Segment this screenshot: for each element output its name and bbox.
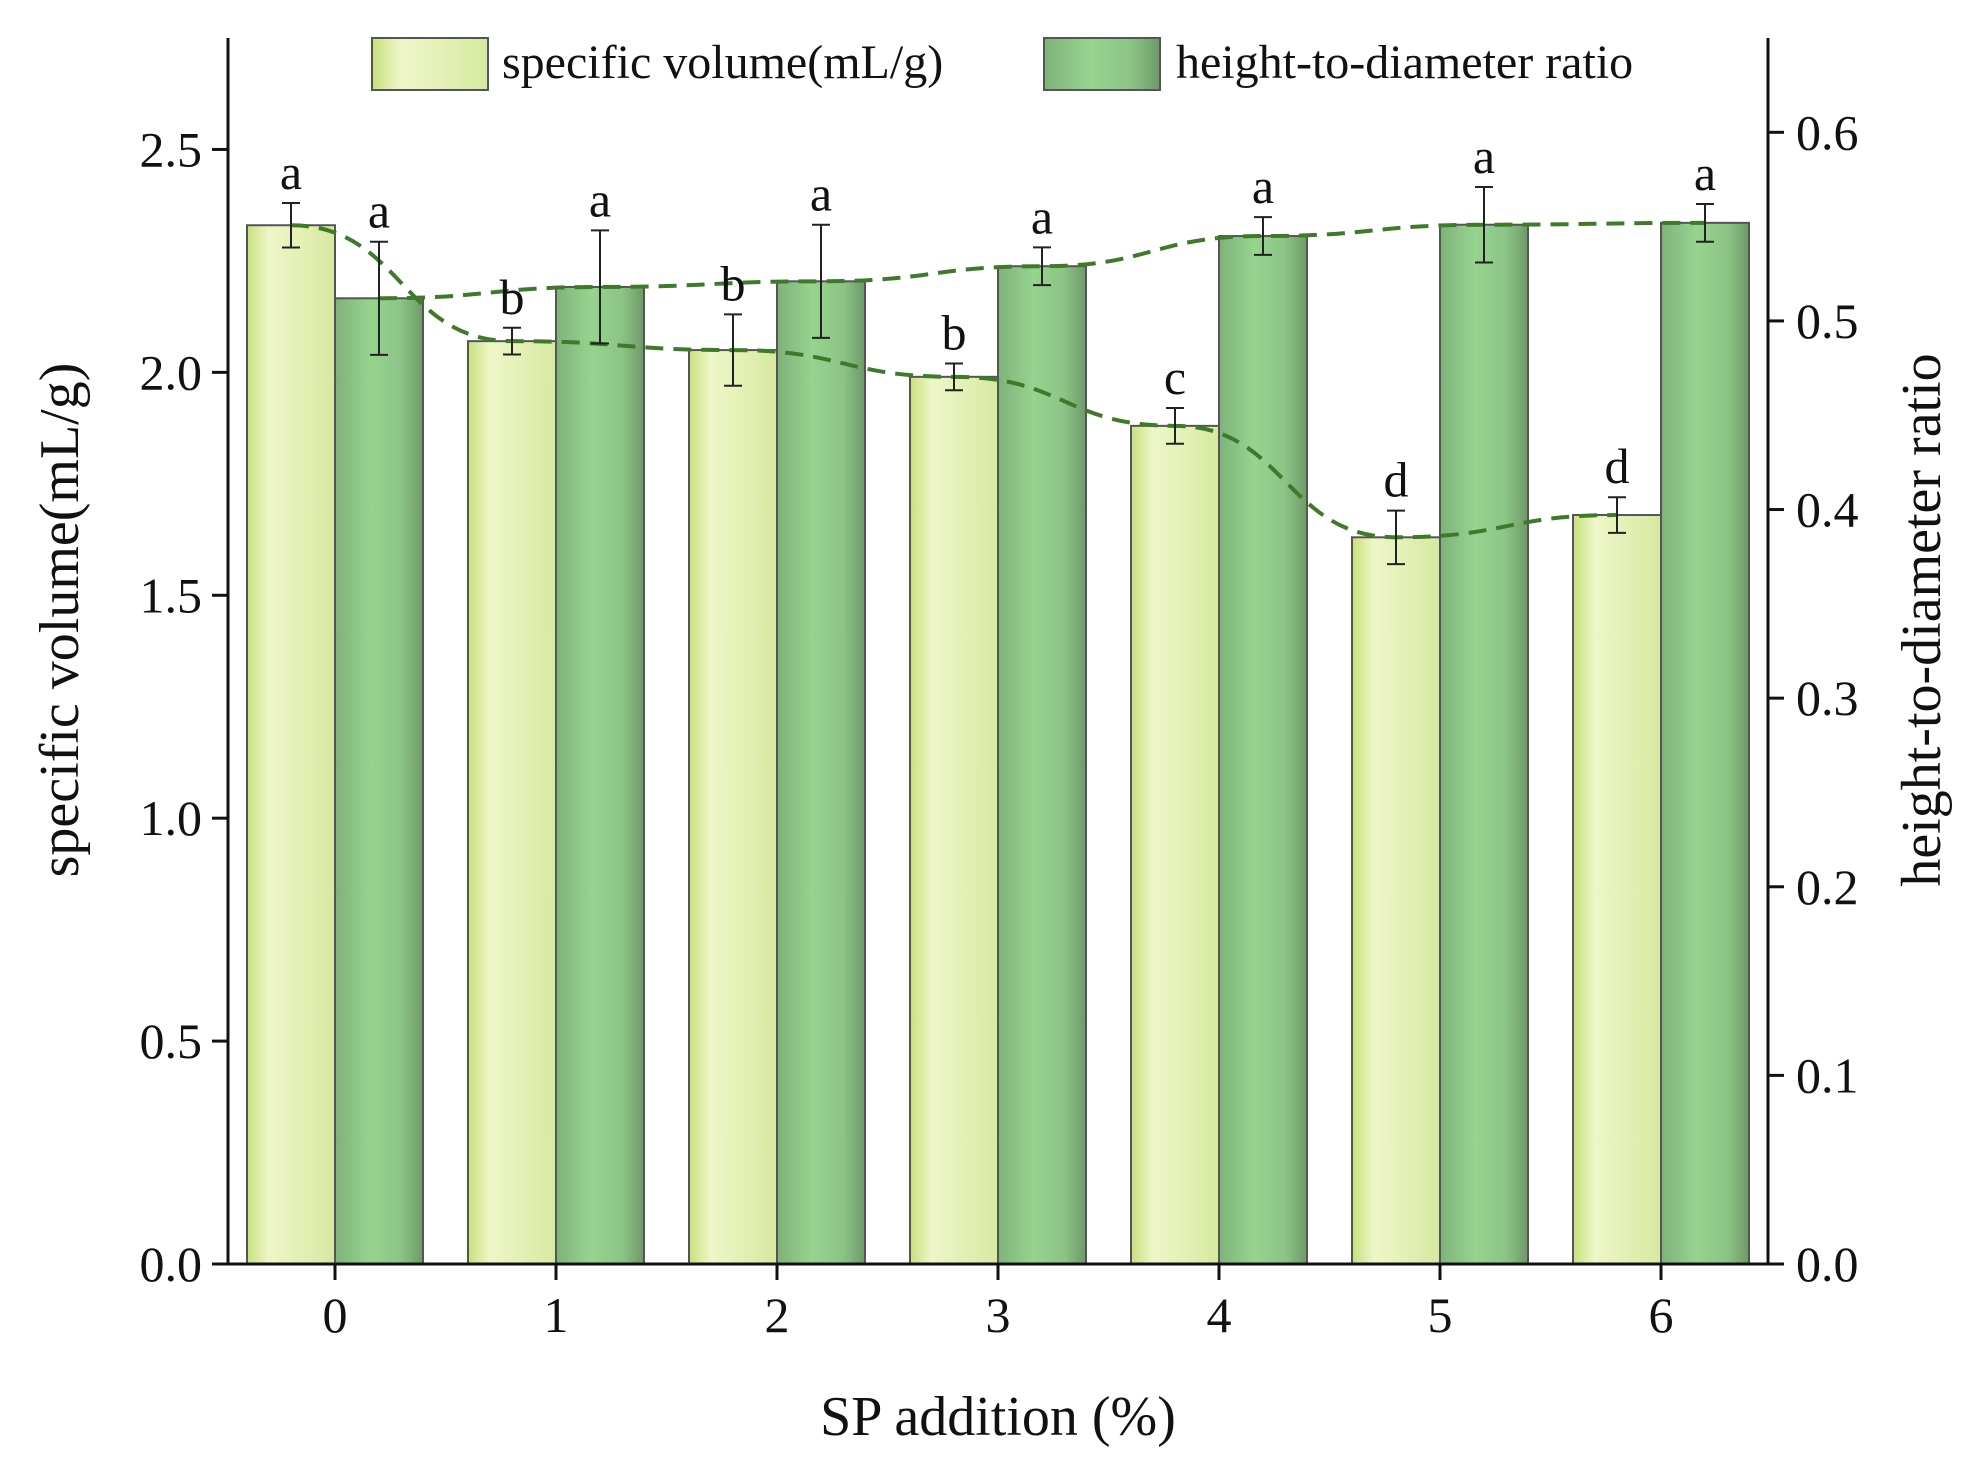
sig-letter-specific-volume-3: b	[942, 304, 967, 360]
left-tick-label-0.5: 0.5	[140, 1013, 203, 1069]
error-bar-specific-volume-1	[503, 326, 521, 356]
x-tick-label-6: 6	[1649, 1287, 1674, 1343]
left-tick-label-0.0: 0.0	[140, 1236, 203, 1292]
bar-height-to-diameter-5	[1439, 223, 1529, 1265]
legend-swatch-height-to-diameter	[1043, 37, 1161, 91]
sig-letter-height-to-diameter-0: a	[368, 183, 390, 239]
right-tick-label-0.4: 0.4	[1796, 482, 1859, 538]
right-tick-label-0.0: 0.0	[1796, 1236, 1859, 1292]
sig-letter-height-to-diameter-6: a	[1694, 145, 1716, 201]
error-bar-specific-volume-0	[282, 201, 300, 249]
bar-height-to-diameter-2	[776, 280, 866, 1265]
left-tick-label-1.0: 1.0	[140, 790, 203, 846]
bar-height-to-diameter-1	[555, 285, 645, 1266]
error-bars-layer	[282, 186, 1714, 566]
x-tick-label-5: 5	[1428, 1287, 1453, 1343]
error-bar-height-to-diameter-5	[1475, 186, 1493, 264]
right-tick-label-0.5: 0.5	[1796, 293, 1859, 349]
significance-letters-layer: a b b b c d d a a a a a a a	[280, 128, 1716, 508]
left-tick-label-2.5: 2.5	[140, 121, 203, 177]
error-bar-height-to-diameter-0	[370, 240, 388, 356]
left-y-axis-title: specific volume(mL/g)	[29, 363, 91, 878]
left-y-ticks: 0.0 0.5 1.0 1.5 2.0 2.5	[140, 121, 228, 1292]
error-bar-height-to-diameter-2	[812, 223, 830, 339]
sig-letter-specific-volume-1: b	[500, 269, 525, 325]
sig-letter-specific-volume-5: d	[1384, 452, 1409, 508]
bar-specific-volume-4	[1130, 424, 1220, 1265]
x-tick-label-4: 4	[1207, 1287, 1232, 1343]
bar-specific-volume-2	[688, 349, 778, 1265]
legend-swatch-specific-volume	[371, 37, 489, 91]
legend: specific volume(mL/g) height-to-diameter…	[371, 36, 1633, 91]
bar-specific-volume-0	[246, 224, 336, 1265]
x-axis-title: SP addition (%)	[820, 1386, 1176, 1448]
right-y-axis-title: height-to-diameter ratio	[1891, 353, 1953, 886]
bar-height-to-diameter-6	[1660, 221, 1750, 1266]
x-ticks: 0 1 2 3 4 5 6	[323, 1264, 1674, 1343]
x-tick-label-2: 2	[765, 1287, 790, 1343]
sig-letter-specific-volume-4: c	[1164, 349, 1186, 405]
legend-label-specific-volume: specific volume(mL/g)	[502, 36, 943, 89]
right-tick-label-0.6: 0.6	[1796, 104, 1859, 160]
error-bar-specific-volume-3	[945, 362, 963, 392]
error-bar-height-to-diameter-6	[1696, 202, 1714, 243]
sig-letter-specific-volume-0: a	[280, 144, 302, 200]
left-tick-label-1.5: 1.5	[140, 567, 203, 623]
error-bar-height-to-diameter-4	[1254, 216, 1272, 256]
bar-height-to-diameter-3	[997, 265, 1087, 1265]
error-bar-specific-volume-5	[1387, 509, 1405, 566]
error-bar-height-to-diameter-3	[1033, 246, 1051, 287]
bars-layer	[246, 221, 1750, 1266]
bar-height-to-diameter-4	[1218, 235, 1308, 1266]
sig-letter-height-to-diameter-4: a	[1252, 158, 1274, 214]
bar-specific-volume-5	[1351, 536, 1441, 1265]
sig-letter-height-to-diameter-1: a	[589, 171, 611, 227]
bar-specific-volume-6	[1572, 514, 1662, 1265]
legend-label-height-to-diameter: height-to-diameter ratio	[1176, 36, 1633, 89]
sig-letter-height-to-diameter-5: a	[1473, 128, 1495, 184]
right-tick-label-0.2: 0.2	[1796, 859, 1859, 915]
bar-specific-volume-1	[467, 340, 557, 1265]
sig-letter-height-to-diameter-2: a	[810, 166, 832, 222]
x-tick-label-3: 3	[986, 1287, 1011, 1343]
error-bar-height-to-diameter-1	[591, 229, 609, 345]
left-tick-label-2.0: 2.0	[140, 344, 203, 400]
error-bar-specific-volume-4	[1166, 407, 1184, 445]
error-bar-specific-volume-6	[1608, 496, 1626, 534]
right-tick-label-0.3: 0.3	[1796, 670, 1859, 726]
bar-specific-volume-3	[909, 375, 999, 1265]
bar-height-to-diameter-0	[334, 297, 424, 1265]
right-tick-label-0.1: 0.1	[1796, 1047, 1859, 1103]
sig-letter-height-to-diameter-3: a	[1031, 188, 1053, 244]
x-tick-label-0: 0	[323, 1287, 348, 1343]
error-bar-specific-volume-2	[724, 313, 742, 387]
sig-letter-specific-volume-2: b	[721, 255, 746, 311]
x-tick-label-1: 1	[544, 1287, 569, 1343]
right-y-ticks: 0.0 0.1 0.2 0.3 0.4 0.5 0.6	[1768, 104, 1859, 1292]
sig-letter-specific-volume-6: d	[1605, 438, 1630, 494]
